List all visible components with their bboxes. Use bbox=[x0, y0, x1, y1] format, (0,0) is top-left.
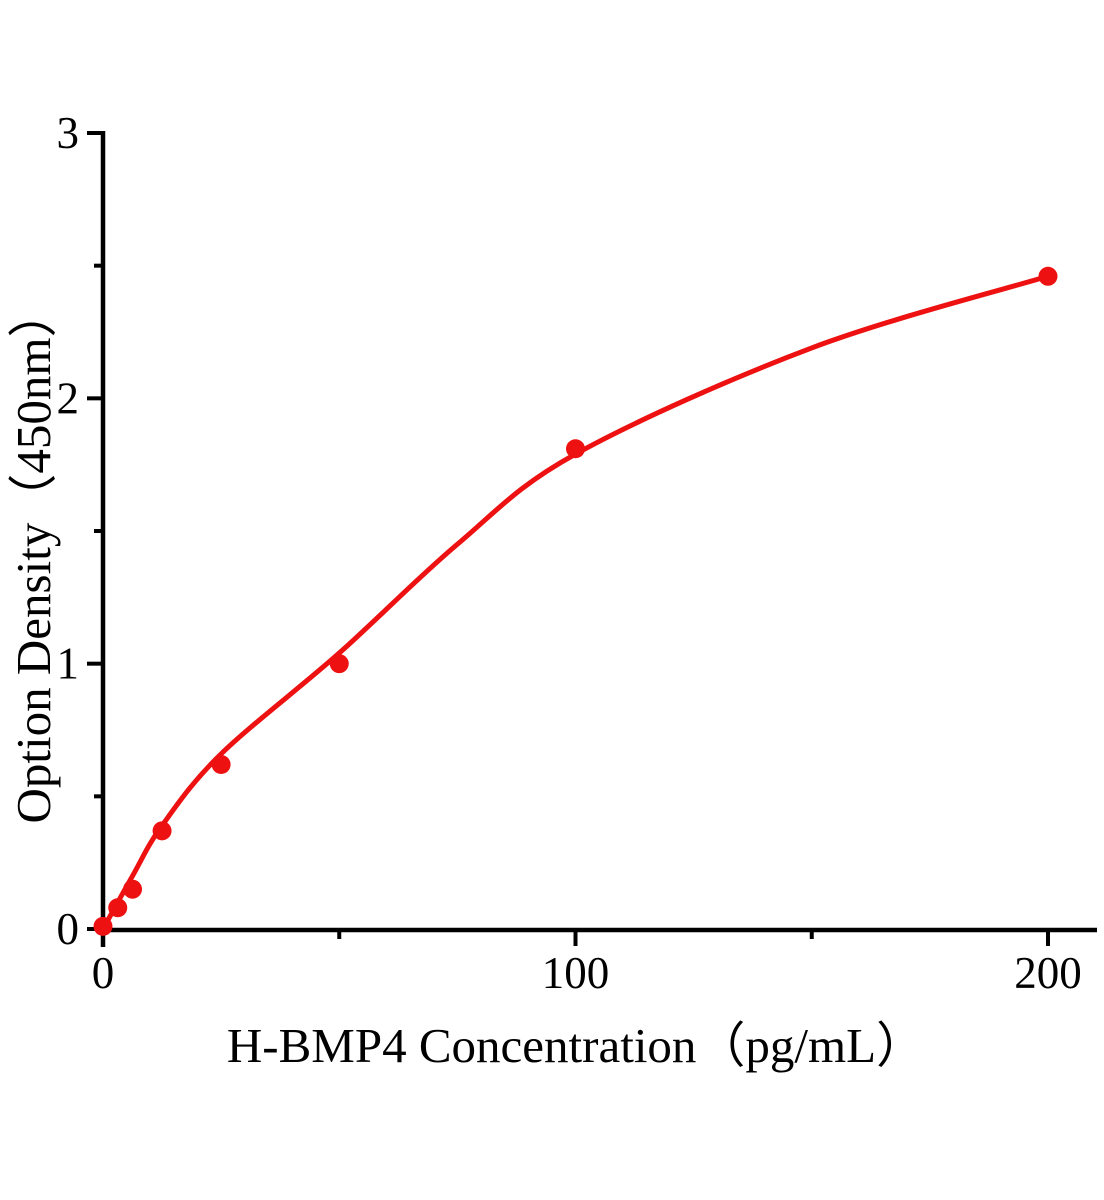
y-tick-label: 3 bbox=[57, 108, 80, 158]
x-tick-label: 100 bbox=[542, 948, 610, 998]
data-point bbox=[123, 879, 143, 899]
y-axis bbox=[87, 131, 106, 947]
y-tick-label: 0 bbox=[57, 904, 80, 954]
x-axis bbox=[100, 927, 1097, 946]
y-tick-labels: 0 1 2 3 bbox=[57, 108, 80, 954]
data-point bbox=[93, 916, 113, 936]
fit-curve-path bbox=[100, 273, 1051, 932]
data-point bbox=[1038, 266, 1058, 286]
data-point bbox=[329, 654, 349, 674]
data-point bbox=[108, 898, 128, 918]
data-point bbox=[566, 439, 585, 459]
y-tick-label: 1 bbox=[57, 639, 80, 689]
data-point bbox=[211, 754, 231, 774]
x-tick-label: 200 bbox=[1014, 948, 1082, 998]
data-points bbox=[93, 266, 1058, 936]
y-axis-title: Option Density（450nm） bbox=[6, 289, 61, 824]
x-tick-labels: 0 100 200 bbox=[92, 948, 1082, 998]
x-tick-label: 0 bbox=[92, 948, 115, 998]
y-tick-label: 2 bbox=[57, 373, 80, 423]
data-point bbox=[152, 821, 172, 841]
x-axis-title: H-BMP4 Concentration（pg/mL） bbox=[227, 1018, 925, 1073]
fit-curve bbox=[100, 273, 1051, 932]
